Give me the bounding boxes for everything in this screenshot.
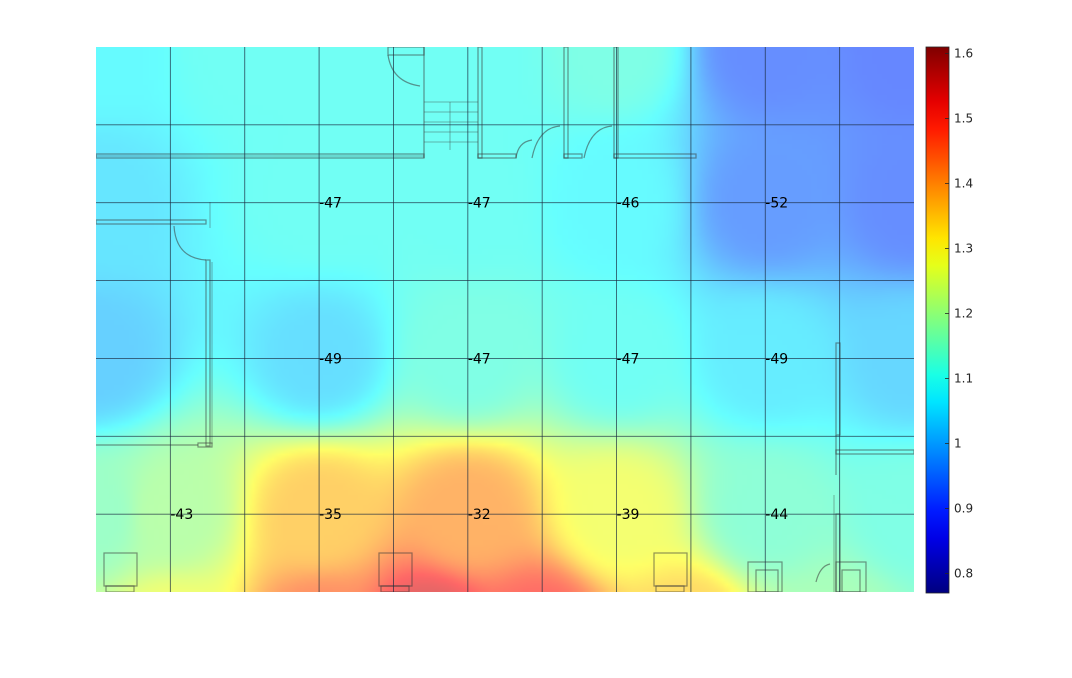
measurement-label: -47 (468, 351, 491, 367)
colorbar-tick-label: 0.8 (954, 567, 973, 581)
plot-area: -47 -47 -46 -52 -49 -47 -47 -49 -43 -35 -32 -39 -44 (96, 47, 914, 592)
measurement-labels: -47 -47 -46 -52 -49 -47 -47 -49 -43 -35 -32 -39 -44 (170, 196, 788, 523)
measurement-label: -32 (468, 507, 491, 523)
colorbar-ticks: 0.8 0.9 1 1.1 1.2 1.3 1.4 1.5 1.6 (945, 47, 973, 581)
heatmap-field (96, 47, 914, 592)
colorbar-tick-label: 1 (954, 437, 962, 451)
measurement-label: -47 (468, 196, 491, 212)
measurement-label: -43 (170, 507, 193, 523)
measurement-label: -47 (617, 351, 640, 367)
colorbar-tick-label: 1.6 (954, 47, 973, 61)
colorbar-tick-label: 1.2 (954, 307, 973, 321)
measurement-label: -49 (765, 351, 788, 367)
colorbar-tick-label: 1.3 (954, 242, 973, 256)
colorbar-tick-label: 0.9 (954, 502, 973, 516)
colorbar: 0.8 0.9 1 1.1 1.2 1.3 1.4 1.5 1.6 (925, 46, 973, 594)
colorbar-gradient (926, 47, 949, 593)
colorbar-tick-label: 1.4 (954, 177, 973, 191)
measurement-label: -46 (617, 196, 640, 212)
floor-plan-overlay (96, 47, 914, 592)
measurement-label: -47 (319, 196, 342, 212)
measurement-label: -49 (319, 351, 342, 367)
colorbar-tick-label: 1.1 (954, 372, 973, 386)
measurement-label: -52 (765, 196, 788, 212)
colorbar-tick-label: 1.5 (954, 112, 973, 126)
grid-lines (96, 47, 914, 592)
colorbar-frame (925, 46, 950, 594)
measurement-label: -35 (319, 507, 342, 523)
measurement-label: -39 (617, 507, 640, 523)
measurement-label: -44 (765, 507, 788, 523)
